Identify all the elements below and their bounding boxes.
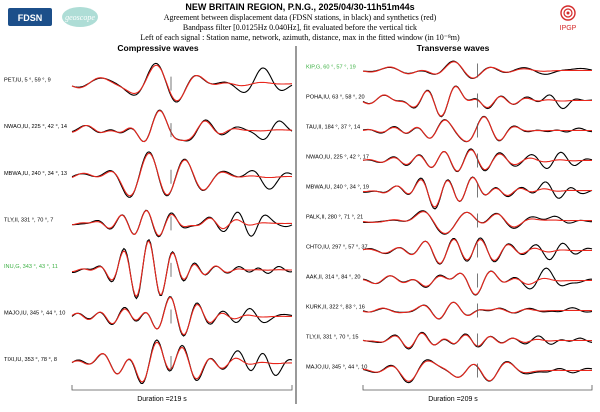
station-label: MAJO,IU, 345 °, 44 °, 10 xyxy=(4,310,65,316)
synthetic-trace xyxy=(362,270,592,296)
fdsn-logo-text: FDSN xyxy=(18,13,43,23)
synthetic-trace xyxy=(71,64,293,102)
station-label: NWAO,IU, 225 °, 42 °, 17 xyxy=(306,155,369,161)
fdsn-logo: FDSN xyxy=(8,8,52,26)
station-label: TIXI,IU, 353 °, 78 °, 8 xyxy=(4,357,57,363)
transverse-panel-title: Transverse waves xyxy=(417,43,490,53)
geoscope-logo-text: geoscope xyxy=(65,13,95,22)
header-line-1: Agreement between displacement data (FDS… xyxy=(164,13,437,22)
ipgp-logo-text: IPGP xyxy=(560,25,577,32)
duration-bracket xyxy=(71,385,293,391)
data-trace xyxy=(71,209,293,238)
compressive-duration-label: Duration =219 s xyxy=(137,396,187,403)
station-label: KIP,G, 60 °, 57 °, 19 xyxy=(306,65,356,71)
header-line-3: Left of each signal : Station name, netw… xyxy=(140,33,460,42)
compressive-panel: PET,IU, 5 °, 59 °, 9 NWAO,IU, 225 °, 42 °… xyxy=(4,62,293,391)
station-label: PET,IU, 5 °, 59 °, 9 xyxy=(4,78,51,84)
station-label: TLY,II, 331 °, 70 °, 7 xyxy=(4,217,53,223)
station-label: AAK,II, 314 °, 84 °, 20 xyxy=(306,275,361,281)
station-label: PALK,II, 280 °, 71 °, 21 xyxy=(306,215,363,221)
compressive-panel-title: Compressive waves xyxy=(117,43,199,53)
synthetic-trace xyxy=(71,341,292,383)
station-label: POHA,IU, 63 °, 58 °, 20 xyxy=(306,95,365,101)
data-trace xyxy=(71,238,293,300)
data-trace xyxy=(71,109,293,143)
data-trace xyxy=(71,339,293,384)
station-label: MBWA,IU, 240 °, 34 °, 19 xyxy=(306,185,369,191)
synthetic-trace xyxy=(71,240,292,298)
station-label: TLY,II, 331 °, 70 °, 15 xyxy=(306,335,358,341)
station-label: INU,G, 343 °, 43 °, 11 xyxy=(4,264,58,270)
synthetic-trace xyxy=(71,109,292,143)
data-trace xyxy=(71,151,293,198)
station-label: KURK,II, 322 °, 83 °, 16 xyxy=(306,305,365,311)
station-label: CHTO,IU, 297 °, 57 °, 37 xyxy=(306,245,368,251)
synthetic-trace xyxy=(71,152,293,197)
transverse-duration-label: Duration =209 s xyxy=(428,396,478,403)
ipgp-logo: IPGP xyxy=(560,5,577,32)
duration-bracket xyxy=(362,385,593,391)
synthetic-trace xyxy=(71,297,293,336)
station-label: TAU,II, 184 °, 37 °, 14 xyxy=(306,125,360,131)
station-label: MBWA,IU, 240 °, 34 °, 13 xyxy=(4,171,67,177)
header-line-2: Bandpass filter [0.0125Hz 0.040Hz], fit … xyxy=(183,23,417,32)
data-trace xyxy=(71,296,293,337)
geoscope-logo: geoscope xyxy=(62,7,98,27)
synthetic-trace xyxy=(362,176,592,208)
figure-title: NEW BRITAIN REGION, P.N.G., 2025/04/30-1… xyxy=(185,2,414,12)
transverse-panel: KIP,G, 60 °, 57 °, 19 POHA,IU, 63 °, 58 °… xyxy=(306,60,593,391)
synthetic-trace xyxy=(71,210,292,237)
station-label: NWAO,IU, 225 °, 42 °, 14 xyxy=(4,124,67,130)
synthetic-trace xyxy=(362,238,592,265)
station-label: MAJO,IU, 345 °, 44 °, 10 xyxy=(306,365,367,371)
